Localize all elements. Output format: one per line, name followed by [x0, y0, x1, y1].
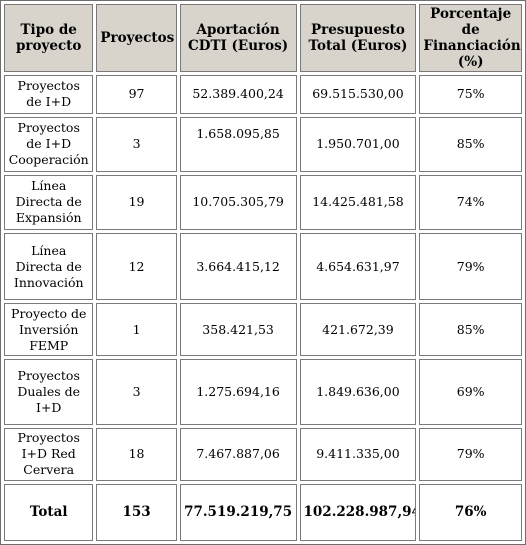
cell-tipo: Proyectos I+D Red Cervera — [4, 427, 94, 481]
table-row: Línea Directa de Innovación 12 3.664.415… — [4, 233, 522, 301]
cell-tipo: Proyectos de I+D — [4, 75, 94, 114]
cell-aportacion: 1.658.095,85 — [179, 116, 297, 172]
total-porcentaje: 76% — [419, 483, 522, 541]
cell-presupuesto: 69.515.530,00 — [299, 75, 417, 114]
total-proyectos: 153 — [96, 483, 177, 541]
table-row: Proyectos Duales de I+D 3 1.275.694,16 1… — [4, 359, 522, 425]
cell-aportacion: 358.421,53 — [179, 303, 297, 357]
cell-tipo: Proyectos Duales de I+D — [4, 359, 94, 425]
total-presupuesto: 102.228.987,94 — [299, 483, 417, 541]
cell-proyectos: 1 — [96, 303, 177, 357]
total-label: Total — [4, 483, 94, 541]
total-aportacion: 77.519.219,75 — [179, 483, 297, 541]
cell-tipo: Proyecto de Inversión FEMP — [4, 303, 94, 357]
cell-porcentaje: 85% — [419, 303, 522, 357]
cell-proyectos: 97 — [96, 75, 177, 114]
cell-presupuesto: 1.849.636,00 — [299, 359, 417, 425]
cell-tipo: Proyectos de I+D Cooperación — [4, 116, 94, 172]
cell-presupuesto: 9.411.335,00 — [299, 427, 417, 481]
cell-proyectos: 19 — [96, 174, 177, 230]
header-porcentaje: Porcentaje de Financiación (%) — [419, 4, 522, 72]
table-row: Proyectos I+D Red Cervera 18 7.467.887,0… — [4, 427, 522, 481]
cell-proyectos: 3 — [96, 359, 177, 425]
cell-porcentaje: 79% — [419, 427, 522, 481]
cell-porcentaje: 85% — [419, 116, 522, 172]
header-tipo: Tipo de proyecto — [4, 4, 94, 72]
table-row: Línea Directa de Expansión 19 10.705.305… — [4, 174, 522, 230]
cell-tipo: Línea Directa de Innovación — [4, 233, 94, 301]
header-proyectos: Proyectos — [96, 4, 177, 72]
cell-aportacion: 10.705.305,79 — [179, 174, 297, 230]
table-header-row: Tipo de proyecto Proyectos Aportación CD… — [4, 4, 522, 72]
cell-proyectos: 3 — [96, 116, 177, 172]
cell-aportacion: 7.467.887,06 — [179, 427, 297, 481]
table-row: Proyecto de Inversión FEMP 1 358.421,53 … — [4, 303, 522, 357]
cell-presupuesto: 4.654.631,97 — [299, 233, 417, 301]
cell-aportacion: 3.664.415,12 — [179, 233, 297, 301]
cell-proyectos: 18 — [96, 427, 177, 481]
cell-tipo: Línea Directa de Expansión — [4, 174, 94, 230]
header-aportacion: Aportación CDTI (Euros) — [179, 4, 297, 72]
cell-porcentaje: 79% — [419, 233, 522, 301]
cell-presupuesto: 421.672,39 — [299, 303, 417, 357]
cell-aportacion: 52.389.400,24 — [179, 75, 297, 114]
header-presupuesto: Presupuesto Total (Euros) — [299, 4, 417, 72]
table-row: Proyectos de I+D Cooperación 3 1.658.095… — [4, 116, 522, 172]
table-row: Proyectos de I+D 97 52.389.400,24 69.515… — [4, 75, 522, 114]
cell-aportacion: 1.275.694,16 — [179, 359, 297, 425]
table-total-row: Total 153 77.519.219,75 102.228.987,94 7… — [4, 483, 522, 541]
cell-proyectos: 12 — [96, 233, 177, 301]
cell-presupuesto: 1.950.701,00 — [299, 116, 417, 172]
cell-presupuesto: 14.425.481,58 — [299, 174, 417, 230]
cell-porcentaje: 69% — [419, 359, 522, 425]
cell-porcentaje: 75% — [419, 75, 522, 114]
cell-porcentaje: 74% — [419, 174, 522, 230]
